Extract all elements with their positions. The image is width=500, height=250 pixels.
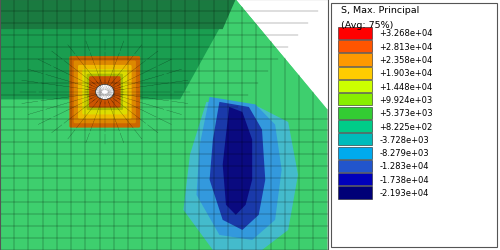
Text: +1.448e+04: +1.448e+04 bbox=[380, 82, 432, 91]
Bar bbox=[338, 28, 372, 40]
FancyBboxPatch shape bbox=[70, 57, 140, 128]
Bar bbox=[338, 160, 372, 172]
Ellipse shape bbox=[96, 85, 114, 100]
Polygon shape bbox=[210, 102, 266, 230]
Bar bbox=[338, 147, 372, 159]
Text: (Avg: 75%): (Avg: 75%) bbox=[342, 21, 394, 30]
Polygon shape bbox=[0, 0, 328, 250]
Bar bbox=[338, 120, 372, 132]
Text: S, Max. Principal: S, Max. Principal bbox=[342, 6, 419, 15]
Polygon shape bbox=[236, 0, 328, 110]
Text: +3.268e+04: +3.268e+04 bbox=[380, 29, 433, 38]
Text: -2.193e+04: -2.193e+04 bbox=[380, 188, 428, 197]
Text: +5.373e+03: +5.373e+03 bbox=[380, 109, 433, 118]
Text: -3.728e+03: -3.728e+03 bbox=[380, 135, 429, 144]
Bar bbox=[338, 54, 372, 66]
Polygon shape bbox=[0, 0, 236, 30]
Polygon shape bbox=[222, 108, 252, 215]
Text: +9.924e+03: +9.924e+03 bbox=[380, 96, 432, 104]
FancyBboxPatch shape bbox=[78, 66, 132, 119]
Text: -1.283e+04: -1.283e+04 bbox=[380, 162, 429, 171]
Bar bbox=[338, 41, 372, 53]
Polygon shape bbox=[0, 0, 236, 100]
Text: +2.813e+04: +2.813e+04 bbox=[380, 42, 432, 51]
Bar bbox=[338, 107, 372, 119]
Bar bbox=[338, 187, 372, 199]
Bar bbox=[338, 81, 372, 93]
Bar bbox=[338, 134, 372, 146]
Bar bbox=[338, 174, 372, 186]
Text: +1.903e+04: +1.903e+04 bbox=[380, 69, 432, 78]
FancyBboxPatch shape bbox=[89, 77, 120, 108]
FancyBboxPatch shape bbox=[86, 74, 123, 110]
FancyBboxPatch shape bbox=[74, 61, 136, 124]
Polygon shape bbox=[196, 98, 282, 240]
Polygon shape bbox=[236, 0, 328, 110]
Text: -8.279e+03: -8.279e+03 bbox=[380, 148, 429, 158]
Bar bbox=[338, 94, 372, 106]
FancyBboxPatch shape bbox=[82, 70, 128, 115]
Text: -1.738e+04: -1.738e+04 bbox=[380, 175, 429, 184]
Polygon shape bbox=[184, 102, 298, 250]
Bar bbox=[338, 68, 372, 80]
Text: +8.225e+02: +8.225e+02 bbox=[380, 122, 432, 131]
Text: +2.358e+04: +2.358e+04 bbox=[380, 56, 432, 65]
